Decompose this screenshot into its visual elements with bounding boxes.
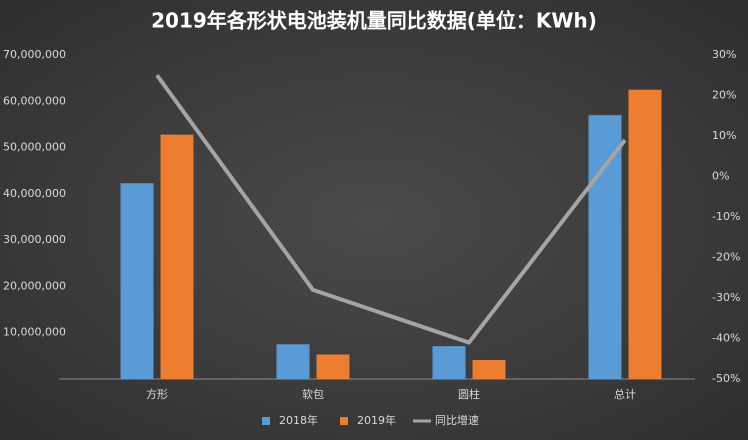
y2-tick-label: -40% [712, 332, 740, 345]
legend-swatch [340, 417, 348, 425]
x-tick-label: 软包 [302, 387, 324, 401]
x-tick-label: 圆柱 [458, 387, 480, 401]
legend-label: 2018年 [279, 413, 318, 427]
x-tick-label: 方形 [146, 387, 168, 401]
bar [588, 115, 622, 380]
chart-title: 2019年各形状电池装机量同比数据(单位：KWh) [151, 9, 597, 33]
y-tick-label: 10,000,000 [3, 326, 66, 339]
x-tick-label: 总计 [614, 387, 636, 401]
y-tick-label: 40,000,000 [3, 187, 66, 200]
y2-tick-label: 30% [712, 48, 736, 61]
y-tick-label: 70,000,000 [3, 48, 66, 61]
y2-tick-label: -20% [712, 251, 740, 264]
bar [432, 346, 466, 379]
legend-label: 同比增速 [435, 413, 479, 427]
bar [316, 354, 350, 379]
legend-swatch [262, 417, 270, 425]
y2-tick-label: -10% [712, 210, 740, 223]
line-series [155, 74, 627, 345]
y-tick-label: 30,000,000 [3, 233, 66, 246]
y-tick-label: 50,000,000 [3, 141, 66, 154]
bar [628, 89, 662, 379]
legend-label: 2019年 [357, 413, 396, 427]
bar [120, 183, 154, 379]
y-tick-label: 60,000,000 [3, 94, 66, 107]
y2-tick-label: -50% [712, 372, 740, 385]
y2-tick-label: 0% [712, 170, 729, 183]
y2-tick-label: 10% [712, 129, 736, 142]
y-tick-label: 20,000,000 [3, 279, 66, 292]
bar [472, 360, 506, 379]
y2-tick-label: 20% [712, 89, 736, 102]
bar [276, 344, 310, 379]
bar [160, 134, 194, 379]
y2-tick-label: -30% [712, 291, 740, 304]
